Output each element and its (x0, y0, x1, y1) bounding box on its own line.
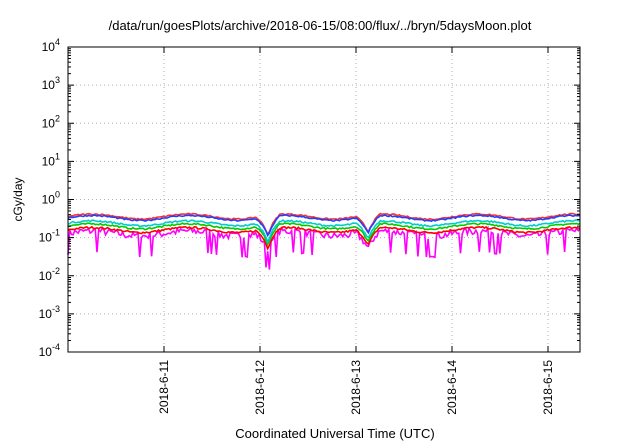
series-line (67, 219, 581, 244)
grid-lines (68, 47, 580, 352)
x-tick-label: 2018-6-14 (445, 360, 459, 415)
y-tick-label: 101 (42, 151, 60, 168)
series-line (67, 225, 581, 251)
x-tick-label: 2018-6-15 (541, 360, 555, 415)
y-tick-label: 104 (42, 37, 60, 54)
y-axis-label: cGy/day (11, 177, 25, 221)
y-tick-label: 10-3 (39, 304, 60, 321)
y-tick-label: 10-2 (39, 266, 60, 283)
series-group (67, 212, 581, 270)
y-tick-label: 10-1 (39, 228, 60, 245)
x-tick-label: 2018-6-11 (157, 360, 171, 414)
x-axis-label: Coordinated Universal Time (UTC) (235, 426, 435, 441)
chart-title: /data/run/goesPlots/archive/2018-06-15/0… (108, 18, 532, 33)
series-line (67, 214, 581, 238)
x-tick-label: 2018-6-12 (253, 360, 267, 415)
y-tick-label: 100 (42, 190, 60, 207)
series-line (67, 222, 581, 247)
y-tick-label: 10-4 (39, 342, 60, 359)
x-axis: 2018-6-11 2018-6-12 2018-6-13 2018-6-14 2018… (157, 47, 555, 415)
x-tick-label: 2018-6-13 (349, 360, 363, 415)
series-line (67, 225, 581, 270)
y-tick-label: 103 (42, 75, 60, 92)
y-axis: 104 103 102 101 100 10-1 10-2 10-3 10-4 (39, 37, 580, 359)
y-tick-label: 102 (42, 113, 60, 130)
